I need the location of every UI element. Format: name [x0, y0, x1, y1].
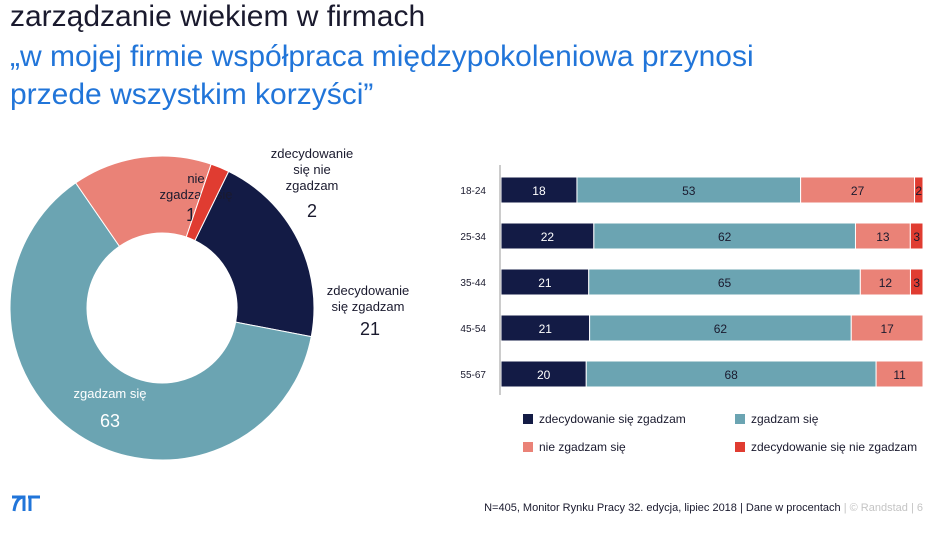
- bar-value-label: 3: [913, 230, 920, 244]
- bar-value-label: 21: [538, 276, 552, 290]
- bar-value-label: 12: [879, 276, 893, 290]
- bar-value-label: 21: [539, 322, 553, 336]
- page-number: 6: [916, 502, 923, 514]
- bar-value-label: 62: [718, 230, 732, 244]
- bar-category-label: 45-54: [460, 324, 486, 335]
- legend-swatch-disagree: [523, 442, 533, 452]
- bar-segment-disagree: [875, 360, 924, 388]
- bar-value-label: 20: [537, 368, 551, 382]
- quote-line-1: „w mojej firmie współpraca międzypokolen…: [10, 40, 754, 73]
- bar-value-label: 22: [541, 230, 555, 244]
- bar-value-label: 68: [725, 368, 739, 382]
- bar-segment-agree: [593, 222, 856, 250]
- donut-value-strongly-disagree: 2: [307, 201, 317, 221]
- bar-segment-agree: [588, 268, 861, 296]
- legend-item-agree: zgadzam się: [735, 412, 818, 426]
- bar-category-label: 25-34: [460, 232, 486, 243]
- legend-label-disagree: nie zgadzam się: [539, 440, 626, 454]
- bar-value-label: 13: [876, 230, 890, 244]
- legend-label-strongly-disagree: zdecydowanie się nie zgadzam: [751, 440, 918, 454]
- bar-category-label: 55-67: [460, 370, 486, 381]
- bar-segment-disagree: [850, 314, 924, 342]
- bar-segment-agree: [589, 314, 852, 342]
- randstad-logo-icon: [12, 495, 40, 512]
- legend-swatch-strongly-agree: [523, 414, 533, 424]
- legend-swatch-agree: [735, 414, 745, 424]
- donut-label-agree: zgadzam się: [74, 386, 147, 401]
- footer: N=405, Monitor Rynku Pracy 32. edycja, l…: [484, 502, 923, 514]
- bar-segment-strongly-disagree: [914, 176, 924, 204]
- legend-item-strongly-agree: zdecydowanie się zgadzam: [523, 412, 686, 426]
- bar-value-label: 27: [851, 184, 865, 198]
- donut-slice-strongly-disagree: [185, 163, 230, 242]
- donut-label-disagree-line-2: zgadzam się: [160, 187, 233, 202]
- legend-label-agree: zgadzam się: [751, 412, 819, 426]
- legend-item-strongly-disagree: zdecydowanie się nie zgadzam: [735, 440, 917, 454]
- bar-segment-agree: [576, 176, 802, 204]
- bar-segment-disagree: [859, 268, 911, 296]
- bar-segment-strongly-disagree: [909, 222, 924, 250]
- bar-value-label: 17: [880, 322, 894, 336]
- legend-item-disagree: nie zgadzam się: [523, 440, 626, 454]
- bar-category-label: 35-44: [460, 278, 486, 289]
- bar-category-label: 18-24: [460, 186, 486, 197]
- bar-segment-strongly-agree: [500, 314, 591, 342]
- bar-value-label: 62: [714, 322, 728, 336]
- donut-label-strongly-disagree-line-3: zgadzam: [286, 178, 339, 193]
- donut-slice-agree: [9, 182, 312, 461]
- bar-value-label: 18: [532, 184, 546, 198]
- donut-label-strongly-agree-line-1: zdecydowanie: [327, 283, 409, 298]
- donut-value-strongly-agree: 21: [360, 319, 380, 339]
- donut-label-disagree-line-1: nie: [187, 171, 204, 186]
- page-title: zarządzanie wiekiem w firmach: [10, 0, 426, 33]
- bar-segment-agree: [585, 360, 877, 388]
- legend-swatch-strongly-disagree: [735, 442, 745, 452]
- donut-value-agree: 63: [100, 411, 120, 431]
- bar-value-label: 65: [718, 276, 732, 290]
- footer-brand: | © Randstad |: [843, 502, 914, 514]
- stacked-bar-chart: 18-24 18 53 27 2 25-34 22 62 13 3 35-44 21 65 12 3 45-5…: [460, 165, 924, 395]
- footer-source: N=405, Monitor Rynku Pracy 32. edycja, l…: [484, 502, 841, 514]
- bar-value-label: 53: [682, 184, 696, 198]
- bar-segment-strongly-agree: [500, 222, 595, 250]
- bar-segment-disagree: [800, 176, 916, 204]
- bar-value-label: 2: [915, 184, 922, 198]
- bar-value-label: 11: [893, 368, 906, 382]
- donut-slice-strongly-agree: [194, 170, 315, 338]
- legend-label-strongly-agree: zdecydowanie się zgadzam: [539, 412, 686, 426]
- bar-segment-strongly-agree: [500, 268, 590, 296]
- bar-value-label: 3: [913, 276, 920, 290]
- donut-label-strongly-disagree-line-1: zdecydowanie: [271, 146, 353, 161]
- bar-segment-strongly-agree: [500, 176, 578, 204]
- donut-label-strongly-disagree-line-2: się nie: [293, 162, 331, 177]
- bar-segment-disagree: [854, 222, 911, 250]
- quote-line-2: przede wszystkim korzyści”: [10, 78, 374, 111]
- bar-segment-strongly-disagree: [909, 268, 924, 296]
- donut-label-strongly-agree-line-2: się zgadzam: [332, 299, 405, 314]
